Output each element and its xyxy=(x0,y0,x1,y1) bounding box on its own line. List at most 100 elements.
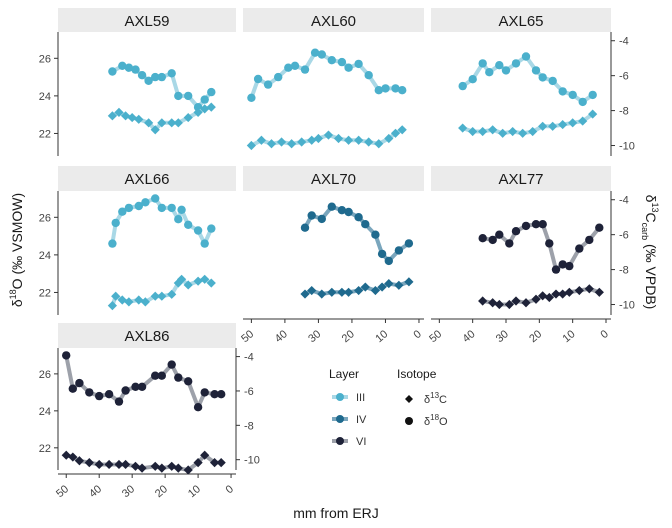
data-point-d18o xyxy=(75,378,84,388)
data-point-d18o xyxy=(134,201,143,211)
data-point-d18o xyxy=(371,230,380,239)
data-point-d18o xyxy=(131,65,140,74)
data-point-d18o xyxy=(575,244,584,253)
data-point-d13c xyxy=(313,133,324,144)
data-point-d18o xyxy=(200,95,209,104)
legend-isotope-circle xyxy=(405,417,413,425)
data-point-d13c xyxy=(478,296,488,306)
data-point-d18o xyxy=(568,90,577,100)
data-point-d13c xyxy=(458,123,468,133)
data-point-d13c xyxy=(377,282,387,292)
x-axis-tick-label: 30 xyxy=(306,328,323,345)
left-axis-tick-label: 26 xyxy=(39,212,51,224)
data-point-d18o xyxy=(531,220,541,229)
data-point-d18o xyxy=(478,234,487,243)
data-point-d18o xyxy=(344,207,353,217)
legend-isotope-label-rest: O xyxy=(439,416,448,428)
y-axis-title-right-mid: C xyxy=(643,212,659,222)
data-point-d18o xyxy=(177,205,186,214)
panel-strip-label: AXL86 xyxy=(124,328,169,345)
data-point-d13c xyxy=(584,284,594,294)
data-point-d13c xyxy=(564,287,574,297)
data-point-d18o xyxy=(184,220,193,229)
data-point-d13c xyxy=(370,285,380,296)
data-point-d18o xyxy=(118,61,127,70)
panel-strip xyxy=(58,323,236,348)
y-axis-title-left: δ18O (‰ VSMOW) xyxy=(8,193,25,307)
data-point-d13c xyxy=(297,137,307,147)
data-point-d13c xyxy=(511,296,521,306)
data-point-d18o xyxy=(217,390,226,399)
data-point-d18o xyxy=(317,214,326,224)
data-point-d13c xyxy=(333,133,344,144)
data-point-d13c xyxy=(521,298,531,308)
panel-strip xyxy=(58,8,236,32)
data-point-d18o xyxy=(521,52,531,61)
data-point-d18o xyxy=(565,261,574,271)
panel-strip-label: AXL77 xyxy=(498,171,543,188)
data-point-d18o xyxy=(468,75,477,84)
data-point-d18o xyxy=(111,218,120,228)
left-axis-tick-label: 24 xyxy=(39,91,51,103)
y-axis-title-left-sup: 18 xyxy=(8,289,18,299)
data-point-d13c xyxy=(120,459,131,470)
x-axis-tick-label: 0 xyxy=(599,328,611,341)
x-axis-tick-label: 30 xyxy=(494,328,511,345)
data-point-d18o xyxy=(284,63,293,72)
data-point-d13c xyxy=(216,458,226,468)
data-point-d18o xyxy=(404,239,414,248)
data-point-d18o xyxy=(488,235,497,245)
data-point-d18o xyxy=(391,84,400,93)
data-point-d13c xyxy=(157,291,167,301)
data-point-d18o xyxy=(361,220,370,229)
data-point-d18o xyxy=(253,74,263,84)
data-point-d18o xyxy=(300,223,310,232)
data-point-d18o xyxy=(588,90,597,100)
right-axis-tick-label: -6 xyxy=(244,386,254,398)
x-axis-title: mm from ERJ xyxy=(293,505,379,521)
data-point-d18o xyxy=(193,226,203,235)
right-axis-tick-label: -8 xyxy=(619,106,629,118)
panel-strip-label: AXL60 xyxy=(311,13,356,30)
data-point-d18o xyxy=(381,84,390,93)
data-point-d13c xyxy=(183,280,193,290)
legend-layer-label: III xyxy=(356,392,365,404)
panel-axl65: AXL65 -4 -6 -8 -10 xyxy=(431,8,635,156)
data-point-d13c xyxy=(518,128,528,138)
data-point-d13c xyxy=(343,135,354,145)
x-axis-tick-label: 0 xyxy=(224,483,236,496)
data-point-d13c xyxy=(157,463,167,473)
data-point-d18o xyxy=(548,76,557,86)
data-point-d13c xyxy=(124,297,134,307)
y-axis-title-left-rest: O (‰ VSMOW) xyxy=(9,193,25,289)
data-point-d18o xyxy=(263,80,273,89)
data-point-d13c xyxy=(468,126,478,137)
right-axis-tick-label: -8 xyxy=(244,420,254,432)
data-point-d13c xyxy=(531,294,541,304)
left-axis-tick-label: 24 xyxy=(39,250,51,262)
data-point-d13c xyxy=(548,121,558,131)
data-point-d13c xyxy=(276,137,287,147)
data-point-d13c xyxy=(167,461,177,471)
legend-layer-point xyxy=(336,437,344,445)
data-point-d18o xyxy=(61,351,71,360)
data-point-d18o xyxy=(521,221,531,231)
data-point-d18o xyxy=(290,61,300,70)
data-point-d13c xyxy=(183,465,193,475)
data-point-d18o xyxy=(501,66,511,75)
data-point-d13c xyxy=(127,112,137,123)
data-point-d13c xyxy=(200,450,210,460)
legend-layer-point xyxy=(336,393,344,401)
data-point-d18o xyxy=(174,215,183,224)
series-line-d18o xyxy=(64,353,224,410)
data-point-d18o xyxy=(174,373,183,382)
data-point-d13c xyxy=(134,295,144,305)
data-point-d18o xyxy=(200,239,209,248)
data-point-d13c xyxy=(137,463,147,473)
data-point-d13c xyxy=(307,135,317,145)
data-point-d13c xyxy=(578,116,588,126)
y-axis-title-right-main: δ xyxy=(643,195,659,203)
data-point-d13c xyxy=(568,118,578,128)
x-axis-tick-label: 30 xyxy=(120,483,137,500)
data-point-d18o xyxy=(485,68,494,77)
